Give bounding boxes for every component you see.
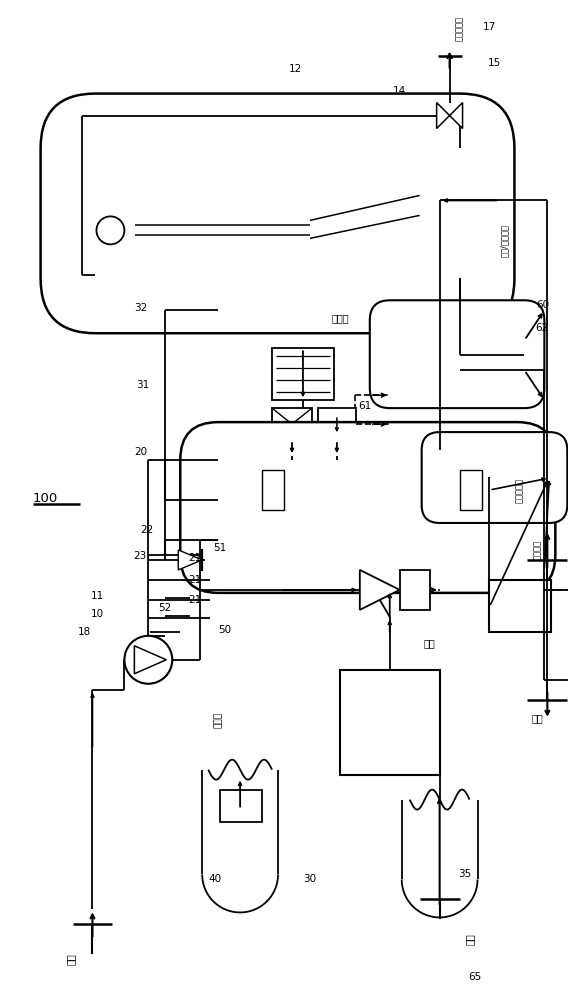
Text: 35: 35: [458, 869, 471, 879]
Text: 40: 40: [209, 874, 222, 884]
Text: 混凝剂: 混凝剂: [331, 313, 349, 323]
Text: 23: 23: [134, 551, 147, 561]
Text: 21: 21: [188, 553, 202, 563]
Text: 22: 22: [141, 525, 154, 535]
Text: 12: 12: [288, 64, 302, 74]
Text: 污水: 污水: [65, 953, 76, 965]
FancyBboxPatch shape: [399, 570, 430, 610]
Text: 65: 65: [468, 972, 481, 982]
Text: 21: 21: [188, 575, 202, 585]
Text: 氧气: 氧气: [464, 934, 475, 945]
Text: 10: 10: [91, 609, 104, 619]
Text: 51: 51: [213, 543, 227, 553]
Text: 20: 20: [134, 447, 147, 457]
Circle shape: [125, 636, 172, 684]
Text: 21: 21: [188, 595, 202, 605]
FancyBboxPatch shape: [272, 348, 334, 400]
Text: 浮渣: 浮渣: [531, 713, 543, 723]
Text: 61: 61: [358, 401, 372, 411]
Text: 浮渣/废气出口: 浮渣/废气出口: [500, 224, 509, 257]
Polygon shape: [134, 646, 166, 674]
Text: 18: 18: [78, 627, 91, 637]
FancyBboxPatch shape: [370, 300, 545, 408]
Text: 催化剂: 催化剂: [214, 712, 222, 728]
FancyBboxPatch shape: [489, 580, 551, 632]
Text: 52: 52: [159, 603, 172, 613]
FancyBboxPatch shape: [422, 432, 567, 523]
Text: 气液混合液: 气液混合液: [515, 478, 524, 503]
Text: 15: 15: [488, 58, 501, 68]
Polygon shape: [450, 103, 463, 129]
Text: 100: 100: [32, 492, 58, 505]
FancyBboxPatch shape: [318, 408, 356, 440]
FancyBboxPatch shape: [272, 408, 312, 440]
Text: 臭氧: 臭氧: [424, 638, 435, 648]
Text: 31: 31: [136, 380, 149, 390]
Circle shape: [97, 216, 125, 244]
Text: 排入大气: 排入大气: [533, 540, 542, 560]
Text: 17: 17: [483, 22, 496, 32]
Polygon shape: [436, 103, 450, 129]
FancyBboxPatch shape: [262, 470, 284, 510]
FancyBboxPatch shape: [40, 94, 514, 333]
Text: 30: 30: [303, 874, 316, 884]
FancyBboxPatch shape: [460, 470, 481, 510]
Text: 50: 50: [218, 625, 232, 635]
Text: 11: 11: [91, 591, 104, 601]
Polygon shape: [360, 570, 399, 610]
Polygon shape: [178, 550, 202, 570]
FancyBboxPatch shape: [220, 790, 262, 822]
FancyBboxPatch shape: [180, 422, 555, 593]
Text: 60: 60: [536, 300, 549, 310]
Text: 处理后出水: 处理后出水: [455, 16, 464, 41]
FancyBboxPatch shape: [340, 670, 440, 775]
Text: 14: 14: [393, 86, 406, 96]
Text: 32: 32: [134, 303, 147, 313]
Text: 62: 62: [536, 323, 549, 333]
